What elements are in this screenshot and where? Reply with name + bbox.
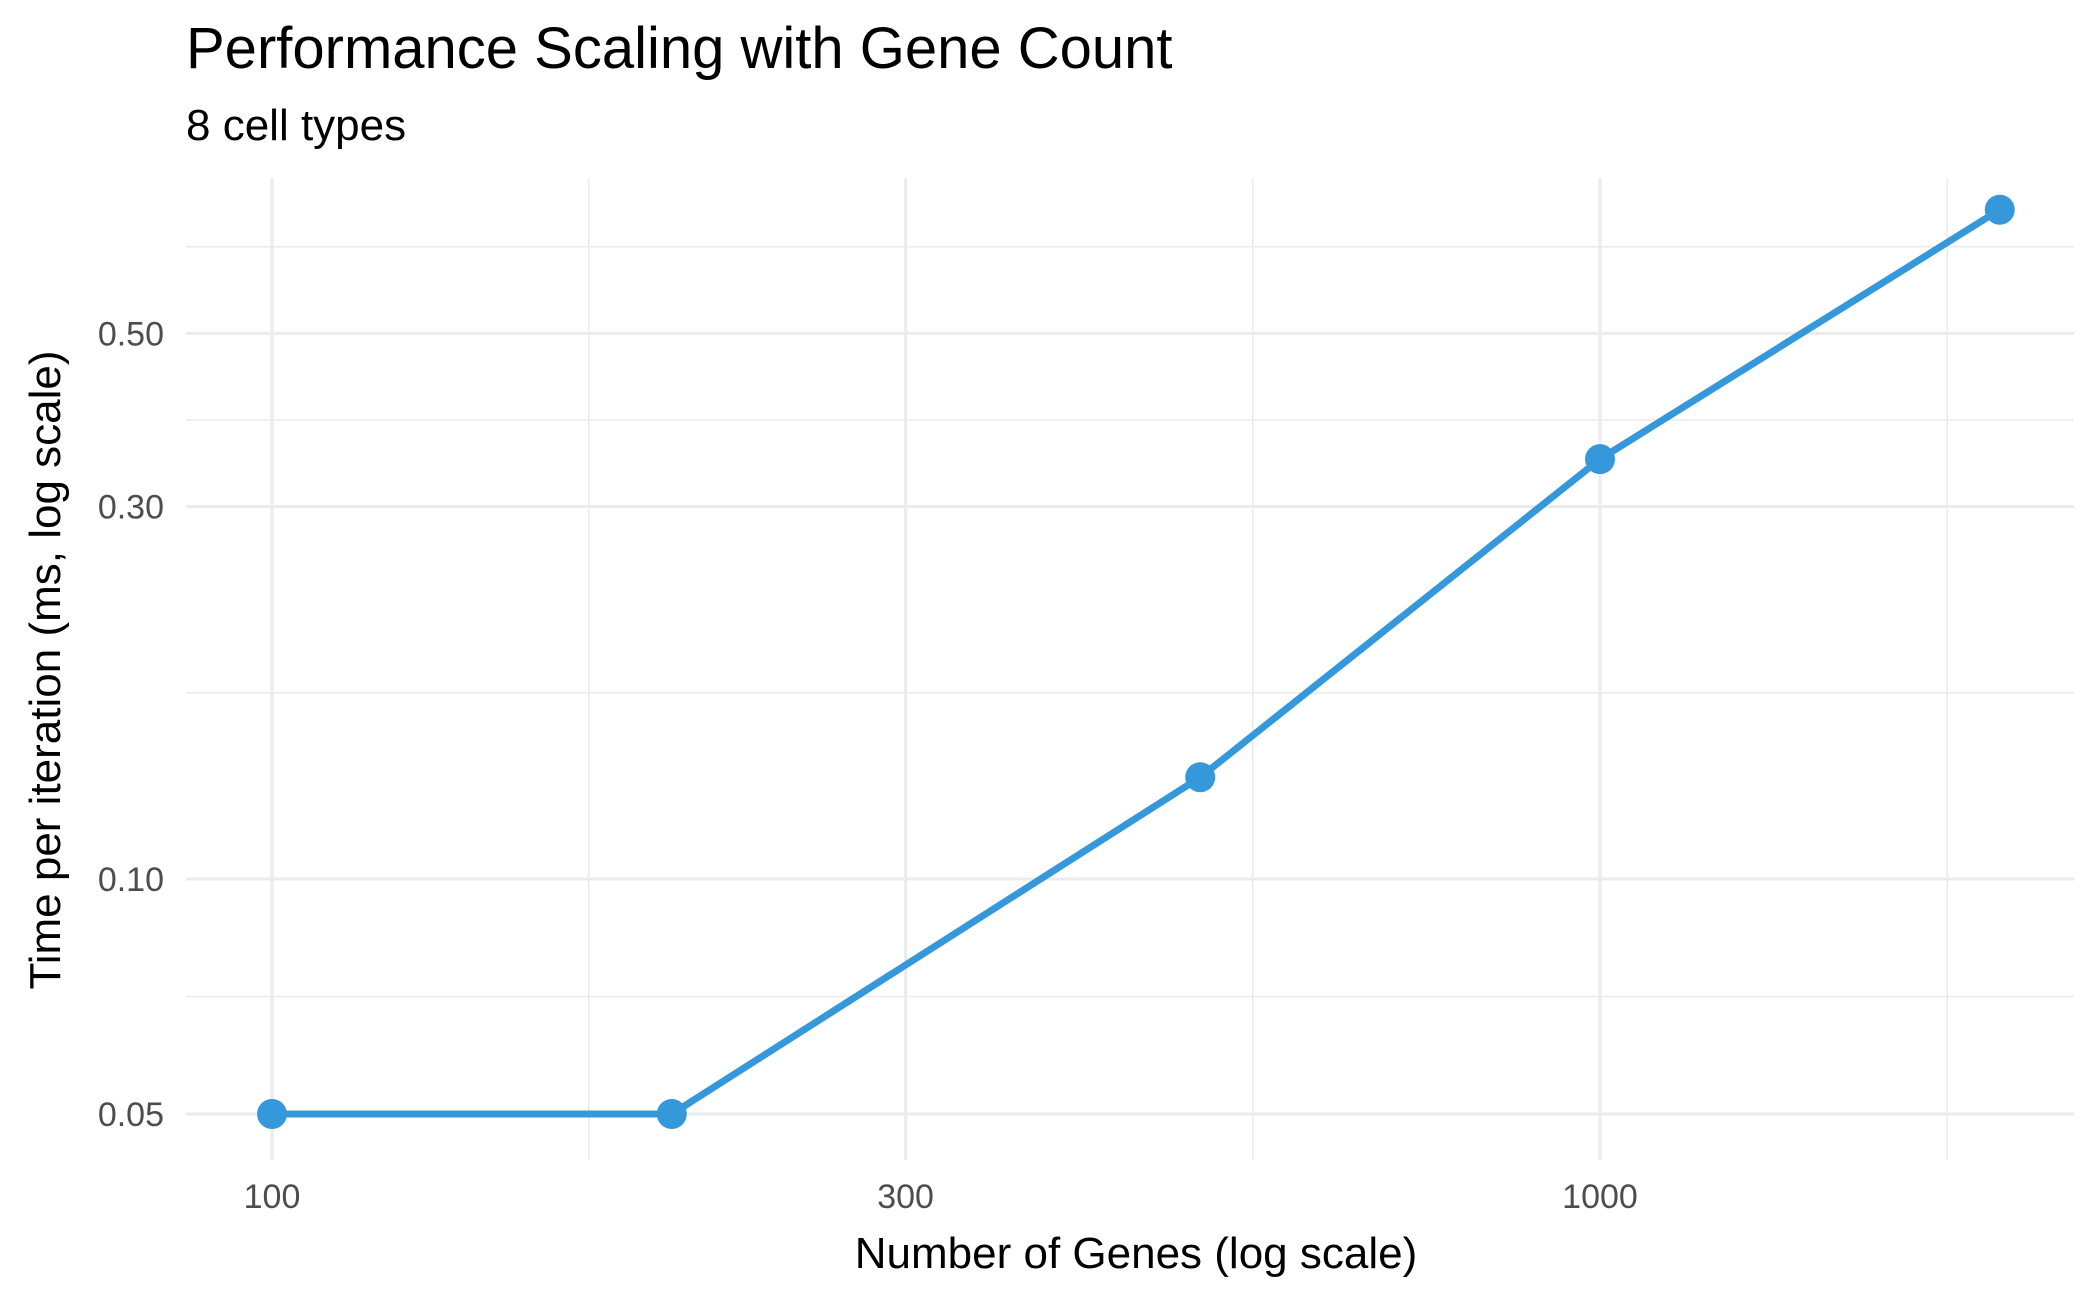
series-lines — [272, 206, 2002, 1118]
chart-subtitle: 8 cell types — [186, 101, 406, 150]
data-point — [1984, 194, 2015, 225]
x-tick-label: 1000 — [1562, 1178, 1638, 1216]
data-points — [257, 194, 2015, 1129]
y-axis-title: Time per iteration (ms, log scale) — [21, 350, 70, 989]
x-tick-label: 300 — [877, 1178, 934, 1216]
minor-gridlines — [186, 178, 2074, 1160]
y-tick-label: 0.50 — [98, 315, 164, 353]
y-axis-tick-labels: 0.05 0.10 0.30 0.50 — [98, 315, 164, 1134]
y-tick-label: 0.10 — [98, 861, 164, 899]
x-tick-label: 100 — [244, 1178, 301, 1216]
y-tick-label: 0.30 — [98, 489, 164, 527]
chart-title: Performance Scaling with Gene Count — [186, 16, 1173, 81]
major-gridlines — [186, 178, 2074, 1160]
data-point — [656, 1099, 687, 1129]
series-line — [272, 206, 2002, 1118]
y-tick-label: 0.05 — [98, 1096, 164, 1134]
x-axis-title: Number of Genes (log scale) — [855, 1229, 1417, 1278]
data-point — [257, 1099, 287, 1129]
data-point — [1185, 762, 1216, 793]
x-axis-tick-labels: 100 300 1000 — [244, 1178, 1638, 1216]
data-point — [1585, 444, 1615, 475]
